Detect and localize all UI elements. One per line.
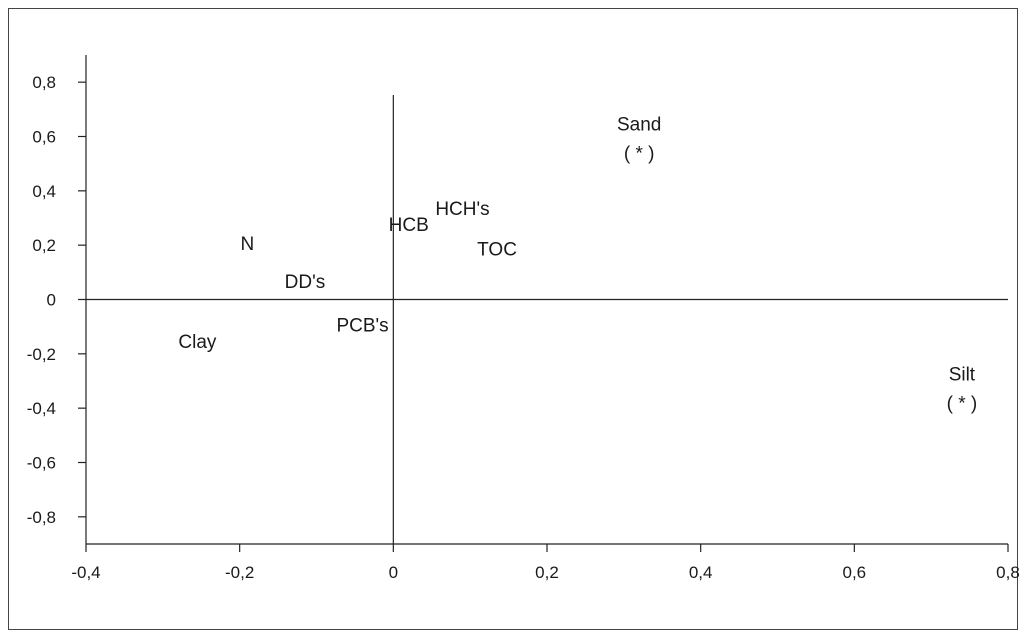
y-tick-label: 0,8 [32, 73, 56, 92]
point-label: TOC [477, 240, 517, 261]
point-label: Sand [617, 115, 661, 136]
x-tick-label: 0,6 [843, 563, 867, 582]
point-label: HCB [389, 215, 429, 236]
y-tick-label: -0,6 [27, 454, 56, 473]
y-tick-label: -0,4 [27, 399, 56, 418]
data-points: N DD's PCB's Clay HCB HCH's TOC Sand ( * ) Silt ( … [178, 115, 977, 415]
point-label: N [240, 234, 254, 255]
y-tick-label: -0,2 [27, 345, 56, 364]
y-tick-label: -0,8 [27, 508, 56, 527]
ticks: -0,4 -0,2 0 0,2 0,4 0,6 0,8 0,8 0,6 0,4 0,2 0 -0,2 -0… [27, 73, 1020, 582]
x-tick-label: -0,2 [225, 563, 254, 582]
point-label: HCH's [435, 199, 489, 220]
chart-frame [8, 8, 1018, 630]
point-label: PCB's [336, 316, 388, 337]
x-tick-label: 0 [389, 563, 398, 582]
point-marker: ( * ) [624, 144, 655, 165]
y-tick-label: 0,4 [32, 182, 56, 201]
y-tick-label: 0 [47, 291, 56, 310]
x-tick-label: -0,4 [71, 563, 100, 582]
point-label: Clay [178, 332, 217, 353]
x-tick-label: 0,2 [535, 563, 559, 582]
y-tick-label: 0,6 [32, 128, 56, 147]
x-tick-label: 0,4 [689, 563, 713, 582]
point-marker: ( * ) [947, 394, 978, 415]
point-label: Silt [949, 365, 976, 386]
x-tick-label: 0,8 [996, 563, 1020, 582]
axes [85, 55, 1008, 545]
point-label: DD's [285, 272, 326, 293]
y-tick-label: 0,2 [32, 236, 56, 255]
